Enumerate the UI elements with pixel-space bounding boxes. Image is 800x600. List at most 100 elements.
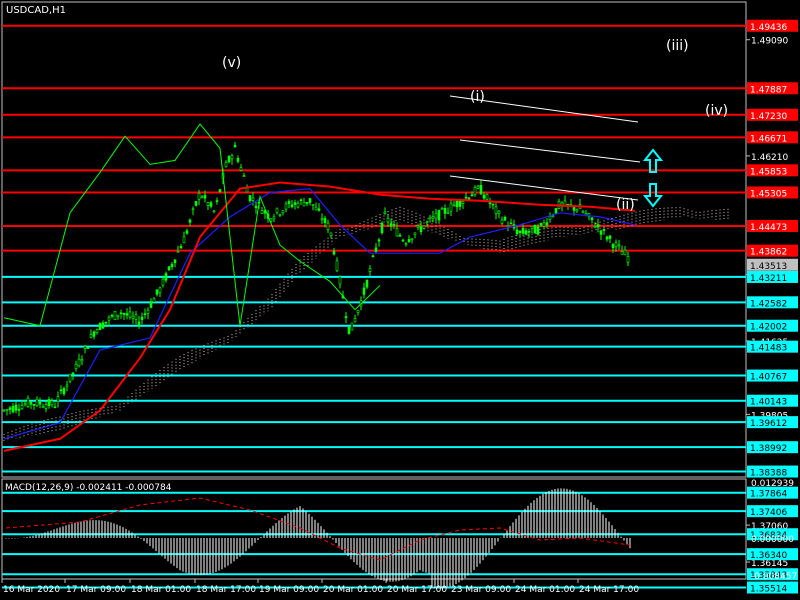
candle-body [5,409,9,411]
candle-body [188,219,192,223]
candle-body [77,358,81,367]
candle-body [155,289,159,295]
trend-line-upper [449,95,639,123]
candle-body [413,232,417,236]
ma-fast-line [3,187,636,440]
candle-body [482,194,486,199]
candle-body [617,244,621,247]
candle-body [260,210,264,214]
candle-body [272,216,276,220]
support-level-label-bg [747,296,798,309]
candle-body [554,208,558,214]
support-level-label-bg [747,581,798,594]
candle-body [158,287,162,293]
time-tick-label: 17 Mar 09:00 [66,585,126,595]
close-line [3,123,381,327]
candle-body [143,313,147,315]
candle-body [44,404,48,409]
candle-body [218,189,222,193]
resistance-level-label: 1.47887 [750,85,787,95]
candle-body [83,345,87,349]
candle-body [212,210,216,213]
support-level-label: 1.39612 [750,419,787,429]
candle-body [71,372,75,375]
candle-body [368,268,372,272]
candle-body [449,203,453,212]
time-tick-label: 16 Mar 2020 [3,585,60,595]
candle-body [164,273,168,281]
candle-body [365,279,369,288]
candle-body [281,210,285,214]
candle-body [191,208,195,211]
candle-body [602,229,606,231]
candle-body [434,212,438,219]
candle-body [32,403,36,406]
candle-body [518,230,522,233]
candle-body [26,397,30,407]
candle-body [425,221,429,224]
candle-body [344,316,348,319]
candle-body [503,216,507,221]
candle-body [326,222,330,230]
candle-body [626,256,630,263]
candle-body [173,259,177,264]
support-level-label-bg [747,369,798,382]
candle-body [146,309,150,314]
candle-body [134,314,138,320]
candle-body [137,321,141,326]
candle-body [242,175,246,177]
resistance-level-label-bg [747,19,798,32]
candle-body [440,207,444,210]
candle-body [335,260,339,271]
candle-body [323,217,327,224]
candle-body [614,242,618,247]
candle-body [488,202,492,204]
candle-body [149,302,153,308]
candle-body [23,403,27,406]
candle-body [431,216,435,219]
support-level-label: 1.42582 [750,299,787,309]
resistance-level-label: 1.47230 [750,112,787,122]
support-level-label-bg [747,568,798,581]
resistance-level-label-bg [747,131,798,144]
candle-body [17,408,21,411]
candle-body [356,310,360,313]
time-tick-label: 23 Mar 09:00 [451,585,511,595]
macd-tick-label: 0.012939 [751,479,794,489]
support-level-label-bg [747,486,798,499]
candle-body [581,211,585,213]
support-level-label-bg [747,441,798,454]
trend-line-lower [449,175,639,201]
candle-body [593,226,597,228]
candle-body [596,224,600,228]
symbol-title: USDCAD,H1 [6,5,66,16]
candle-body [455,200,459,208]
support-level-label: 1.38992 [750,444,787,454]
candle-body [248,195,252,202]
up-arrow-icon [642,148,664,173]
candle-body [404,243,408,245]
wave-label: (ii) [616,197,635,213]
candle-body [395,228,399,237]
candle-body [305,202,309,204]
candle-body [470,194,474,197]
candle-body [611,244,615,249]
candle-body [167,266,171,271]
support-level-label: 1.40767 [750,373,787,383]
candle-body [545,222,549,226]
candle-body [542,222,546,227]
candle-body [239,167,243,171]
candle-body [170,264,174,268]
candle-body [398,235,402,237]
support-level-label: 1.35843 [750,571,787,581]
candle-body [317,208,321,211]
support-level-label-bg [747,270,798,283]
candle-body [86,346,90,349]
down-arrow-icon [642,183,664,208]
macd-tick-label: -0.008457 [751,572,797,582]
resistance-level-label: 1.46671 [750,134,787,144]
candle-body [92,331,96,337]
macd-pane: MACD(12,26,9) -0.002411 -0.000784 [1,478,747,589]
candle-body [536,226,540,235]
